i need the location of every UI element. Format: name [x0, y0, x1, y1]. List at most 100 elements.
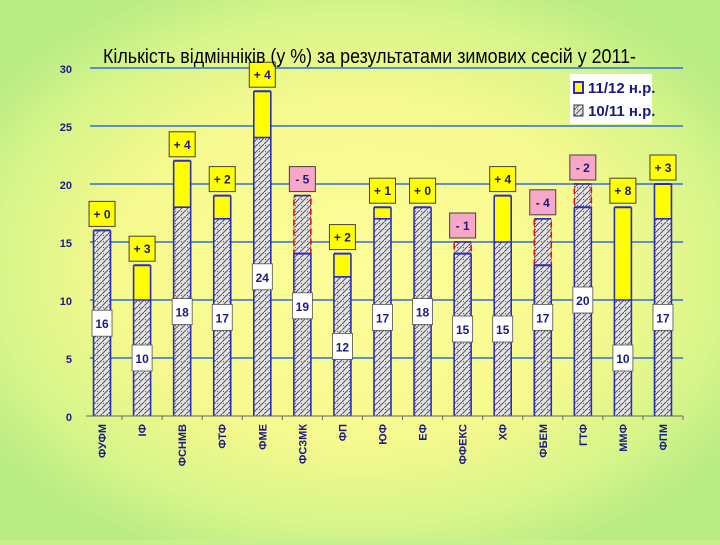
change-label: + 2 — [214, 173, 231, 187]
value-label: 19 — [296, 300, 310, 314]
change-label: + 8 — [614, 184, 631, 198]
change-label-box — [168, 131, 196, 158]
change-label-box — [569, 154, 597, 181]
value-label-box — [332, 332, 353, 360]
x-category-label: ГТФ — [578, 424, 590, 446]
value-label: 17 — [376, 311, 390, 325]
bar-increase — [253, 91, 271, 138]
value-label-box — [612, 344, 634, 372]
x-category-label: ФБЕМ — [538, 424, 550, 458]
chart-title: Кількість відмінніків (у %) за результат… — [103, 46, 636, 68]
x-category-label: ФПМ — [658, 424, 670, 450]
y-tick-label: 0 — [66, 412, 72, 424]
change-label-box — [128, 235, 156, 262]
x-category-label: ЮФ — [378, 424, 390, 445]
bar-increase — [173, 160, 191, 208]
bar-increase — [614, 207, 632, 300]
bar-increase — [494, 195, 512, 242]
y-axis: 0 5 10 15 20 25 30 — [60, 64, 683, 424]
value-label: 10 — [616, 352, 630, 366]
x-category-label: ФМЕ — [257, 424, 269, 450]
x-category-label: ММФ — [618, 424, 630, 452]
bar-increase — [374, 207, 391, 219]
x-category-label: ЕФ — [418, 424, 430, 441]
value-label-box — [572, 286, 594, 314]
change-label-box — [409, 177, 437, 204]
legend-label-series-1: 10/11 н.р. — [588, 103, 655, 120]
value-label-box — [532, 303, 554, 331]
bar-increase — [654, 184, 672, 219]
change-label: - 4 — [536, 196, 550, 210]
value-label-box — [91, 309, 113, 337]
legend-swatch-series-1 — [573, 104, 584, 117]
change-label: + 4 — [174, 138, 191, 152]
change-label-box — [248, 61, 276, 88]
value-label-box — [652, 303, 674, 331]
y-tick-label: 5 — [66, 354, 72, 366]
value-label: 10 — [135, 352, 149, 366]
change-label: + 0 — [414, 184, 431, 198]
value-label: 24 — [256, 271, 270, 285]
change-label: + 4 — [254, 68, 271, 82]
change-label: - 2 — [576, 161, 590, 175]
change-label-box — [328, 224, 356, 251]
value-label: 12 — [336, 340, 350, 354]
value-label-box — [492, 315, 514, 343]
change-label: + 4 — [494, 173, 511, 187]
value-label-box — [412, 298, 433, 326]
x-category-label: ФСЗМК — [297, 424, 309, 464]
value-label: 17 — [216, 311, 230, 325]
change-label-box — [649, 154, 677, 181]
x-category-label: ФФЕКС — [458, 424, 470, 465]
value-label-box — [452, 315, 474, 343]
change-label-box — [529, 189, 557, 216]
change-label: + 1 — [374, 184, 391, 198]
x-category-label: ФУФМ — [97, 424, 109, 458]
bar-increase — [333, 253, 351, 277]
change-label-box — [88, 200, 116, 227]
value-label-box — [372, 303, 393, 331]
value-label-box — [131, 344, 153, 372]
x-category-label: ФП — [337, 424, 349, 441]
change-label: + 2 — [334, 231, 351, 245]
y-tick-label: 10 — [60, 296, 72, 308]
value-label: 15 — [456, 323, 470, 337]
y-tick-label: 25 — [60, 122, 72, 134]
change-label-box — [369, 177, 396, 204]
change-label: + 3 — [654, 161, 671, 175]
legend: 11/12 н.р. 10/11 н.р. — [570, 74, 655, 124]
change-label-box — [288, 166, 316, 193]
x-category-label: ФТФ — [217, 424, 229, 449]
value-label: 15 — [496, 323, 510, 337]
y-tick-label: 15 — [60, 238, 72, 250]
bar-series: + 0 16 + 3 10 + 4 18 + 2 17 + 4 24 - 5 19 + 2 12 + 1 17… — [88, 61, 677, 417]
change-label: + 0 — [94, 207, 111, 221]
value-label: 17 — [656, 311, 670, 325]
x-axis: ФУФМ ІФ ФСНМВ ФТФ ФМЕ ФСЗМК ФП ЮФ ЕФ ФФЕКС ХФ ФБЕМ Г… — [97, 416, 684, 466]
change-label: - 5 — [295, 173, 309, 187]
y-tick-label: 30 — [60, 64, 72, 76]
bar-increase — [213, 195, 231, 219]
value-label: 18 — [416, 306, 430, 320]
bar-increase — [133, 265, 151, 300]
change-label-box — [208, 166, 236, 193]
change-label: - 1 — [456, 219, 470, 233]
legend-swatch-series-2 — [573, 81, 584, 94]
value-label: 16 — [95, 317, 109, 331]
value-label-box — [171, 298, 193, 326]
legend-label-series-2: 11/12 н.р. — [588, 80, 655, 97]
value-label: 17 — [536, 311, 550, 325]
change-label-box — [449, 212, 477, 239]
value-label: 18 — [175, 306, 189, 320]
value-label-box — [211, 303, 233, 331]
x-category-label: ФСНМВ — [177, 424, 189, 466]
value-label: 20 — [576, 294, 590, 308]
x-category-label: ХФ — [498, 424, 510, 440]
y-tick-label: 20 — [60, 180, 72, 192]
value-label-box — [251, 263, 273, 291]
change-label-box — [609, 177, 637, 204]
x-category-label: ІФ — [137, 424, 149, 436]
value-label-box — [291, 292, 313, 320]
